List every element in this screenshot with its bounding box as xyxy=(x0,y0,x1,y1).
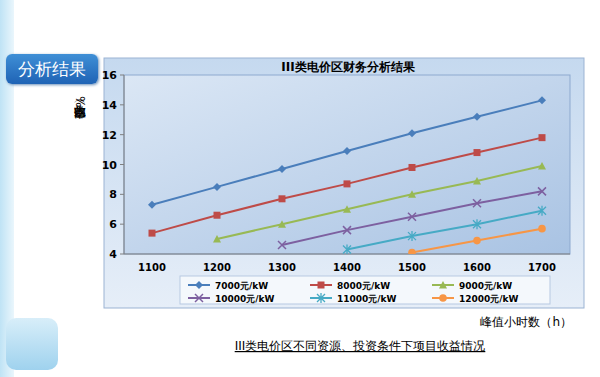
marker xyxy=(343,245,351,254)
y-tick xyxy=(120,224,124,225)
marker xyxy=(343,205,351,213)
marker xyxy=(344,180,351,187)
marker xyxy=(149,230,156,237)
marker xyxy=(473,199,481,207)
x-tick-label: 1500 xyxy=(398,262,426,273)
marker xyxy=(278,220,286,228)
legend-label: 10000元/kW xyxy=(215,294,275,304)
marker xyxy=(408,129,416,137)
y-tick xyxy=(120,104,124,105)
y-tick xyxy=(120,75,124,76)
marker xyxy=(473,177,481,185)
legend-label: 8000元/kW xyxy=(337,281,390,291)
marker xyxy=(148,201,156,209)
series-line xyxy=(152,100,542,204)
plot-area xyxy=(124,75,570,254)
legend-label: 9000元/kW xyxy=(459,281,512,291)
x-tick-label: 1400 xyxy=(333,262,361,273)
y-tick-label: 10 xyxy=(102,159,118,172)
y-tick xyxy=(120,134,124,135)
marker xyxy=(538,96,546,104)
marker xyxy=(473,113,481,121)
x-tick-label: 1100 xyxy=(138,262,166,273)
title: III类电价区财务分析结果 xyxy=(281,60,415,74)
legend-marker xyxy=(439,294,447,302)
marker xyxy=(408,213,416,221)
legend: 7000元/kW 8000元/kW 9000元/kW 10000元/kW 11000元/… xyxy=(180,276,550,304)
y-tick-label: 12 xyxy=(102,129,117,142)
series-line xyxy=(152,138,542,233)
series-line xyxy=(412,229,542,253)
marker xyxy=(539,134,546,141)
marker xyxy=(538,225,546,233)
marker xyxy=(214,212,221,219)
y-tick-label: 14 xyxy=(102,99,118,112)
y-tick-label: 6 xyxy=(109,218,117,231)
data-group xyxy=(148,96,546,254)
y-axis-label: 内部收益率（%） xyxy=(73,96,87,119)
chart-frame xyxy=(104,58,584,308)
marker xyxy=(474,149,481,156)
marker xyxy=(473,219,481,229)
x-tick-label: 1200 xyxy=(203,262,231,273)
x-axis-label: 峰值小时数（h） xyxy=(480,315,572,329)
marker xyxy=(278,165,286,173)
series-line xyxy=(217,166,542,239)
section-button: 分析结果 xyxy=(6,54,98,84)
y-tick xyxy=(120,254,124,255)
legend-marker xyxy=(195,294,203,302)
legend-label: 7000元/kW xyxy=(215,281,268,291)
legend-box xyxy=(180,276,550,304)
series-line xyxy=(347,211,542,250)
x-tick-label: 1300 xyxy=(268,262,296,273)
marker xyxy=(473,237,481,245)
marker xyxy=(538,187,546,195)
legend-label: 12000元/kW xyxy=(459,294,519,304)
y-tick-label: 16 xyxy=(102,69,118,82)
y-tick xyxy=(120,164,124,165)
marker xyxy=(213,183,221,191)
marker xyxy=(538,206,546,216)
corner-icon xyxy=(6,318,58,370)
legend-marker xyxy=(317,293,325,303)
marker xyxy=(343,147,351,155)
x-tick-label: 1600 xyxy=(463,262,491,273)
caption: III类电价区不同资源、投资条件下项目收益情况 xyxy=(235,339,486,353)
marker xyxy=(279,195,286,202)
marker xyxy=(408,249,416,254)
marker xyxy=(408,231,416,241)
legend-label: 11000元/kW xyxy=(337,294,397,304)
y-tick xyxy=(120,194,124,195)
marker xyxy=(409,164,416,171)
marker xyxy=(538,162,546,170)
legend-marker xyxy=(439,281,447,289)
marker xyxy=(343,226,351,234)
y-tick-label: 8 xyxy=(109,188,117,201)
legend-marker xyxy=(318,282,325,289)
marker xyxy=(213,235,221,243)
y-tick-label: 4 xyxy=(109,248,117,261)
chart: III类电价区财务分析结果 4 6 8 10 12 14 16 1100 1200 1300 1400… xyxy=(0,0,600,377)
legend-marker xyxy=(195,281,203,289)
x-tick-label: 1700 xyxy=(528,262,556,273)
marker xyxy=(408,190,416,198)
marker xyxy=(278,241,286,249)
